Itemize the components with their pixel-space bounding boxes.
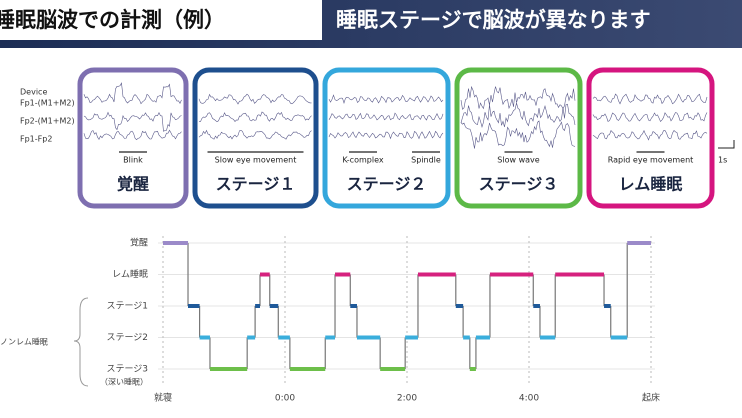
y-sublabel: （深い睡眠） xyxy=(100,378,148,387)
annotation: Slow eye movement xyxy=(215,156,297,165)
y-label: 覚醒 xyxy=(130,237,148,249)
eeg-trace xyxy=(198,93,312,105)
panel-inner: Rapid eye movement xyxy=(592,93,708,165)
eeg-panel: Rapid eye movement レム睡眠 xyxy=(586,67,715,209)
y-label: レム睡眠 xyxy=(112,268,148,280)
annotation: Rapid eye movement xyxy=(608,156,694,165)
eeg-trace xyxy=(592,93,708,105)
eeg-trace xyxy=(592,129,708,141)
eeg-trace xyxy=(328,130,444,140)
annotation: K-complex xyxy=(342,156,383,165)
eeg-panel: Blink 覚醒 xyxy=(77,67,189,209)
scale-label: 1s xyxy=(718,156,727,165)
group-brace xyxy=(73,297,89,387)
title: 睡眠脳波での計測（例） xyxy=(0,8,225,32)
eeg-panel: Slow wave ステージ３ xyxy=(454,67,583,209)
y-label: ステージ3 xyxy=(106,364,148,375)
x-tick-label: 4:00 xyxy=(519,394,539,404)
device-label: Device xyxy=(20,88,47,97)
panel-label: レム睡眠 xyxy=(619,175,683,194)
scale-bar xyxy=(718,140,735,149)
panel-label: 覚醒 xyxy=(117,175,149,194)
annotation: Spindle xyxy=(411,156,441,165)
x-tick-label: 起床 xyxy=(642,392,660,404)
eeg-panel: Slow eye movement ステージ１ xyxy=(192,67,319,209)
eeg-trace xyxy=(198,129,312,140)
x-tick-label: 0:00 xyxy=(275,394,295,404)
annotation: Slow wave xyxy=(497,156,539,165)
title-box xyxy=(0,0,322,40)
channel-label: Fp2-(M1+M2) xyxy=(20,117,75,126)
annotation: Blink xyxy=(123,156,143,165)
panel-inner: Blink xyxy=(83,82,182,165)
panel-frame xyxy=(77,67,189,209)
channel-label: Fp1-Fp2 xyxy=(20,135,52,144)
eeg-trace xyxy=(198,111,312,123)
eeg-trace xyxy=(83,82,182,105)
panel-inner: Slow wave xyxy=(460,85,576,165)
eeg-trace xyxy=(460,85,576,110)
x-tick-label: 就寝 xyxy=(154,392,172,404)
panel-label: ステージ２ xyxy=(347,175,427,194)
subtitle: 睡眠ステージで脳波が異なります xyxy=(336,8,651,32)
channel-label: Fp1-(M1+M2) xyxy=(20,99,75,108)
eeg-trace xyxy=(328,112,444,121)
panel-frame xyxy=(586,67,715,209)
panel-frame xyxy=(322,67,451,209)
x-tick-label: 2:00 xyxy=(397,394,417,404)
eeg-trace xyxy=(83,111,182,132)
panel-inner: Slow eye movement xyxy=(198,93,312,165)
eeg-trace xyxy=(328,94,444,104)
eeg-trace xyxy=(460,102,576,128)
eeg-trace xyxy=(592,112,708,123)
eeg-trace xyxy=(460,120,576,149)
panel-frame xyxy=(192,67,319,209)
panel-label: ステージ１ xyxy=(216,175,296,194)
y-label: ステージ2 xyxy=(106,332,148,343)
panel-label: ステージ３ xyxy=(479,175,559,194)
panel-frame xyxy=(454,67,583,209)
eeg-trace xyxy=(83,129,182,141)
group-label: ノンレム睡眠 xyxy=(0,338,48,347)
panel-inner: K-complex Spindle xyxy=(328,94,444,165)
eeg-panel: K-complex Spindle ステージ２ xyxy=(322,67,451,209)
y-label: ステージ1 xyxy=(106,301,148,312)
